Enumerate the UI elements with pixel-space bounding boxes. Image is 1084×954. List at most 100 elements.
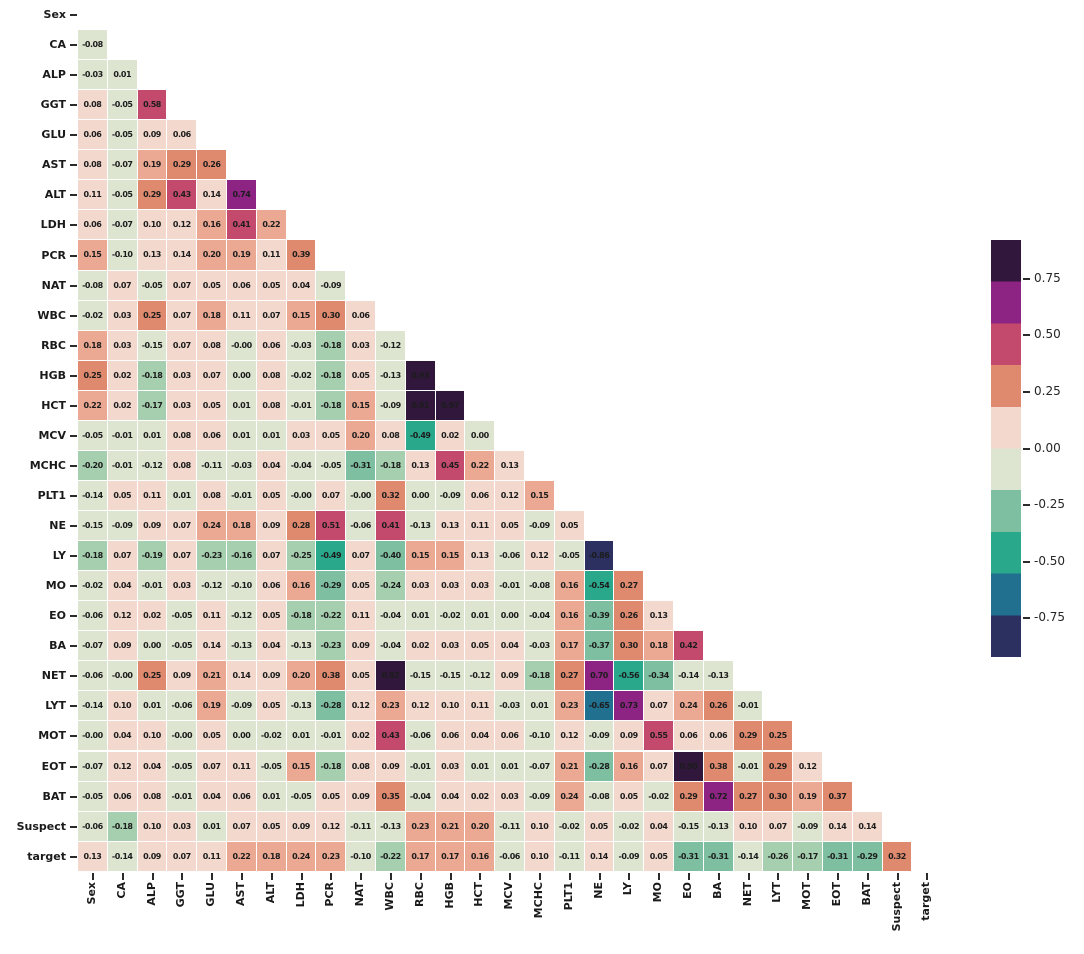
- x-tick-label: WBC: [382, 881, 396, 911]
- x-tick-mark: [538, 872, 541, 880]
- heatmap-cell: 0.08: [167, 420, 197, 450]
- heatmap-cell: 0.06: [346, 300, 375, 330]
- heatmap-cell: -0.05: [107, 180, 137, 210]
- heatmap-cell: 0.11: [256, 240, 286, 270]
- heatmap-cell: -0.08: [78, 270, 107, 300]
- heatmap-cell: -0.05: [137, 270, 167, 300]
- heatmap-cell: 0.05: [584, 811, 614, 841]
- heatmap-cell: 0.05: [256, 811, 286, 841]
- heatmap-cell: 0.74: [227, 180, 256, 210]
- heatmap-cell: -0.09: [376, 390, 405, 420]
- heatmap-cell: -0.18: [316, 330, 346, 360]
- heatmap-cell: 0.05: [346, 661, 375, 691]
- y-tick-label: NAT: [41, 278, 66, 292]
- heatmap-cell: 0.05: [197, 721, 226, 751]
- heatmap-cell: -0.07: [525, 751, 554, 781]
- heatmap-cell: 0.19: [197, 691, 226, 721]
- heatmap-cell: 0.07: [107, 270, 137, 300]
- heatmap-cell: -0.04: [405, 781, 435, 811]
- heatmap-cell: 0.10: [525, 841, 554, 871]
- heatmap-cell: -0.00: [227, 330, 256, 360]
- heatmap-cell: 0.02: [465, 781, 495, 811]
- x-tick-mark: [300, 872, 303, 880]
- heatmap-cell: 0.01: [256, 781, 286, 811]
- heatmap-cell: -0.23: [197, 541, 226, 571]
- heatmap-cell: -0.01: [107, 420, 137, 450]
- heatmap-cell: -0.25: [286, 541, 316, 571]
- x-tick-label: HGB: [442, 881, 456, 909]
- heatmap-cell: 0.09: [495, 661, 524, 691]
- heatmap-cell: 0.06: [107, 781, 137, 811]
- heatmap-cell: 0.09: [286, 811, 316, 841]
- heatmap-cell: 0.03: [167, 360, 197, 390]
- y-tick-label: ALP: [42, 68, 66, 82]
- heatmap-cell: 0.07: [197, 360, 226, 390]
- heatmap-cell: 0.24: [286, 841, 316, 871]
- heatmap-cell: 0.11: [346, 601, 375, 631]
- heatmap-cell: 0.02: [346, 721, 375, 751]
- heatmap-cell: -0.14: [674, 661, 703, 691]
- heatmap-cell: -0.02: [614, 811, 644, 841]
- heatmap-cell: -0.18: [316, 390, 346, 420]
- heatmap-cell: 0.25: [763, 721, 793, 751]
- heatmap-cell: 0.15: [286, 300, 316, 330]
- y-tick-label: Sex: [43, 8, 66, 22]
- heatmap-cell: 0.02: [107, 390, 137, 420]
- heatmap-cell: -0.09: [525, 781, 554, 811]
- heatmap-cell: 0.05: [256, 270, 286, 300]
- heatmap-cell: -0.19: [137, 541, 167, 571]
- heatmap-cell: 0.07: [167, 330, 197, 360]
- heatmap-cell: -0.26: [763, 841, 793, 871]
- heatmap-cell: 0.01: [405, 601, 435, 631]
- heatmap-cell: 0.24: [674, 691, 703, 721]
- heatmap-cell: -0.29: [316, 571, 346, 601]
- heatmap-cell: -0.10: [525, 721, 554, 751]
- heatmap-cell: 0.03: [435, 751, 465, 781]
- heatmap-cell: -0.05: [316, 450, 346, 480]
- x-tick-label: PCR: [323, 881, 337, 907]
- y-tick-label: Suspect: [16, 819, 66, 833]
- y-tick-mark: [70, 254, 77, 257]
- heatmap-cell: 0.20: [465, 811, 495, 841]
- x-tick-mark: [211, 872, 214, 880]
- heatmap-cell: -0.01: [286, 390, 316, 420]
- heatmap-cell: 0.20: [346, 420, 375, 450]
- x-tick-label: NET: [740, 881, 754, 906]
- heatmap-cell: 0.15: [286, 751, 316, 781]
- heatmap-cell: 0.18: [78, 330, 107, 360]
- y-tick-label: MCHC: [29, 458, 66, 472]
- heatmap-cell: -0.29: [852, 841, 882, 871]
- heatmap-cell: 0.12: [405, 691, 435, 721]
- heatmap-cell: -0.40: [376, 541, 405, 571]
- x-tick-mark: [121, 872, 124, 880]
- heatmap-cell: 0.08: [137, 781, 167, 811]
- heatmap-cell: -0.10: [227, 571, 256, 601]
- heatmap-cell: 0.06: [167, 120, 197, 150]
- heatmap-cell: 0.18: [227, 511, 256, 541]
- y-tick-mark: [70, 74, 77, 77]
- heatmap-cell: 0.04: [644, 811, 673, 841]
- y-tick-mark: [70, 404, 77, 407]
- x-tick-mark: [628, 872, 631, 880]
- heatmap-cell: -0.13: [703, 661, 733, 691]
- heatmap-cell: -0.05: [167, 751, 197, 781]
- heatmap-cell: 0.05: [256, 480, 286, 510]
- heatmap-cell: -0.31: [346, 450, 375, 480]
- heatmap-cell: 0.01: [495, 751, 524, 781]
- x-tick-label: EO: [680, 881, 694, 899]
- heatmap-cell: 0.39: [286, 240, 316, 270]
- heatmap-cell: -0.08: [525, 571, 554, 601]
- heatmap-cell: 0.10: [137, 210, 167, 240]
- heatmap-cell: -0.01: [137, 571, 167, 601]
- x-tick-mark: [509, 872, 512, 880]
- heatmap-cell: 0.05: [614, 781, 644, 811]
- colorbar-tick-label: 0.50: [1034, 327, 1061, 342]
- y-tick-label: PLT1: [37, 488, 66, 502]
- heatmap-cell: -0.06: [495, 841, 524, 871]
- heatmap-cell: -0.18: [107, 811, 137, 841]
- y-tick-mark: [70, 134, 77, 137]
- x-tick-label: MCV: [502, 881, 516, 910]
- heatmap-cell: 0.11: [227, 751, 256, 781]
- y-tick-mark: [70, 194, 77, 197]
- heatmap-cell: 0.12: [346, 691, 375, 721]
